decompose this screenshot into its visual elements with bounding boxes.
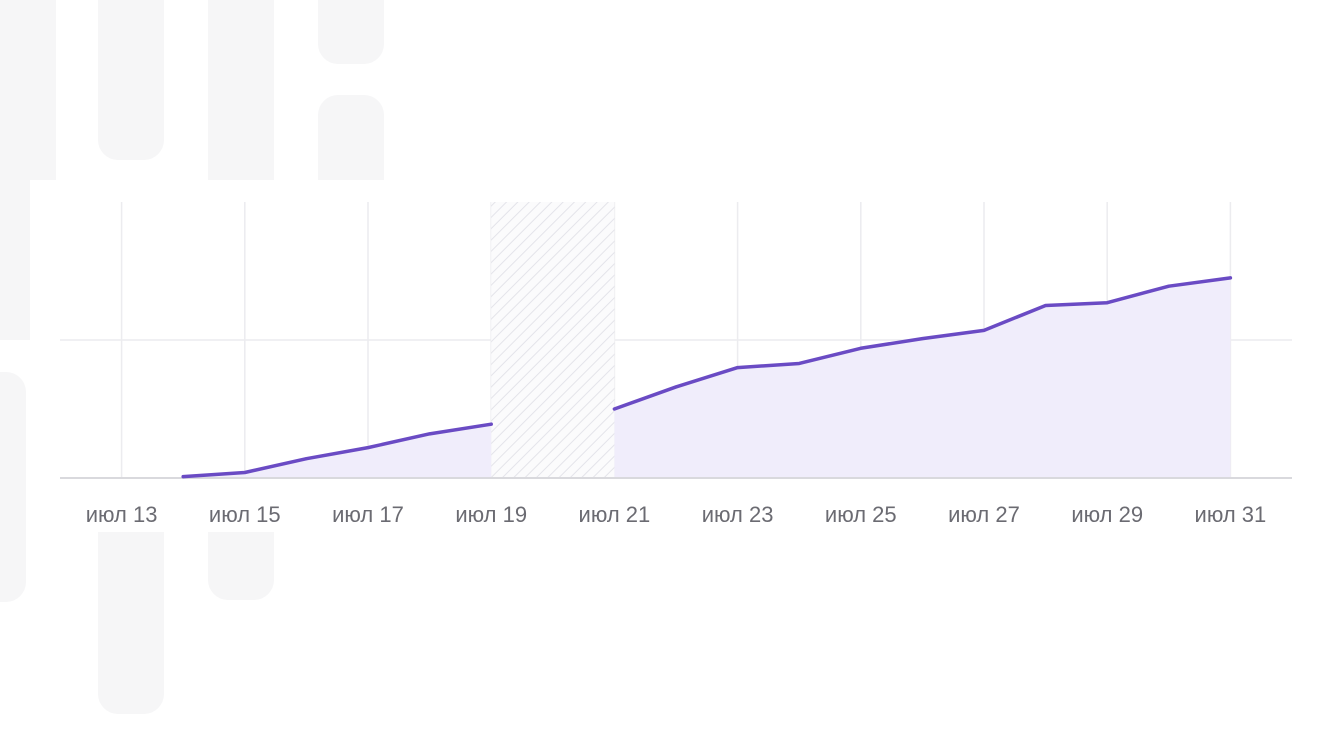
background-shape xyxy=(318,0,384,64)
data-point xyxy=(181,475,185,479)
data-point xyxy=(736,366,740,370)
data-point xyxy=(1167,284,1171,288)
data-point xyxy=(366,446,370,450)
data-point xyxy=(489,422,493,426)
x-tick-label: июл 17 xyxy=(332,502,404,527)
x-tick-label: июл 31 xyxy=(1195,502,1267,527)
x-tick-label: июл 15 xyxy=(209,502,281,527)
x-tick-label: июл 13 xyxy=(86,502,158,527)
x-tick-label: июл 25 xyxy=(825,502,897,527)
data-point xyxy=(1044,304,1048,307)
data-point xyxy=(243,470,247,474)
background-shape xyxy=(98,0,164,160)
x-tick-label: июл 27 xyxy=(948,502,1020,527)
data-point xyxy=(982,328,986,332)
data-point xyxy=(1105,301,1109,305)
x-tick-label: июл 23 xyxy=(702,502,774,527)
x-tick-labels: июл 13 июл 15 июл 17 июл 19 июл 21 июл 23 июл … xyxy=(86,502,1267,527)
background-shape xyxy=(98,500,164,714)
series-line xyxy=(181,276,1233,479)
data-point xyxy=(1228,276,1232,280)
data-point xyxy=(612,407,616,411)
missing-data-hatch xyxy=(491,202,615,478)
x-tick-label: июл 21 xyxy=(579,502,651,527)
x-tick-label: июл 29 xyxy=(1071,502,1143,527)
area-chart: июл 13 июл 15 июл 17 июл 19 июл 21 июл 23 июл … xyxy=(60,202,1292,527)
x-tick-label: июл 19 xyxy=(455,502,527,527)
data-point xyxy=(859,346,863,350)
chart-panel: июл 13 июл 15 июл 17 июл 19 июл 21 июл 23 июл … xyxy=(30,180,1340,532)
data-point xyxy=(797,361,801,365)
data-point xyxy=(304,457,308,461)
data-point xyxy=(428,432,432,436)
data-point xyxy=(920,337,924,341)
background-shape xyxy=(0,372,26,602)
area-segment xyxy=(614,277,1231,478)
data-point xyxy=(674,385,678,389)
line-segment xyxy=(181,422,493,479)
missing-data-region xyxy=(491,202,615,478)
